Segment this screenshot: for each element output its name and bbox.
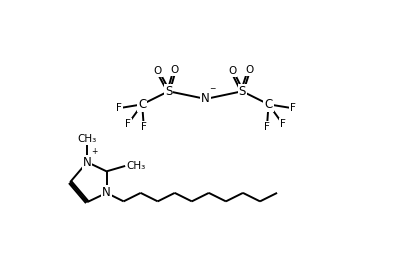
Text: N: N [102, 186, 111, 199]
Text: C: C [138, 98, 146, 111]
Text: N: N [201, 93, 210, 106]
Text: N: N [83, 155, 91, 168]
Text: O: O [153, 66, 162, 76]
Text: S: S [164, 85, 172, 98]
Text: O: O [228, 66, 236, 76]
Text: F: F [141, 122, 146, 132]
Text: C: C [264, 98, 272, 111]
Text: S: S [238, 85, 245, 98]
Text: F: F [263, 122, 269, 132]
Text: F: F [289, 103, 295, 113]
Text: CH₃: CH₃ [77, 134, 96, 144]
Text: F: F [125, 119, 131, 129]
Text: F: F [279, 119, 285, 129]
Text: O: O [245, 65, 253, 75]
Text: CH₃: CH₃ [126, 161, 145, 171]
Text: +: + [91, 147, 97, 156]
Text: O: O [170, 65, 179, 75]
Text: −: − [209, 84, 215, 94]
Text: F: F [116, 103, 121, 113]
